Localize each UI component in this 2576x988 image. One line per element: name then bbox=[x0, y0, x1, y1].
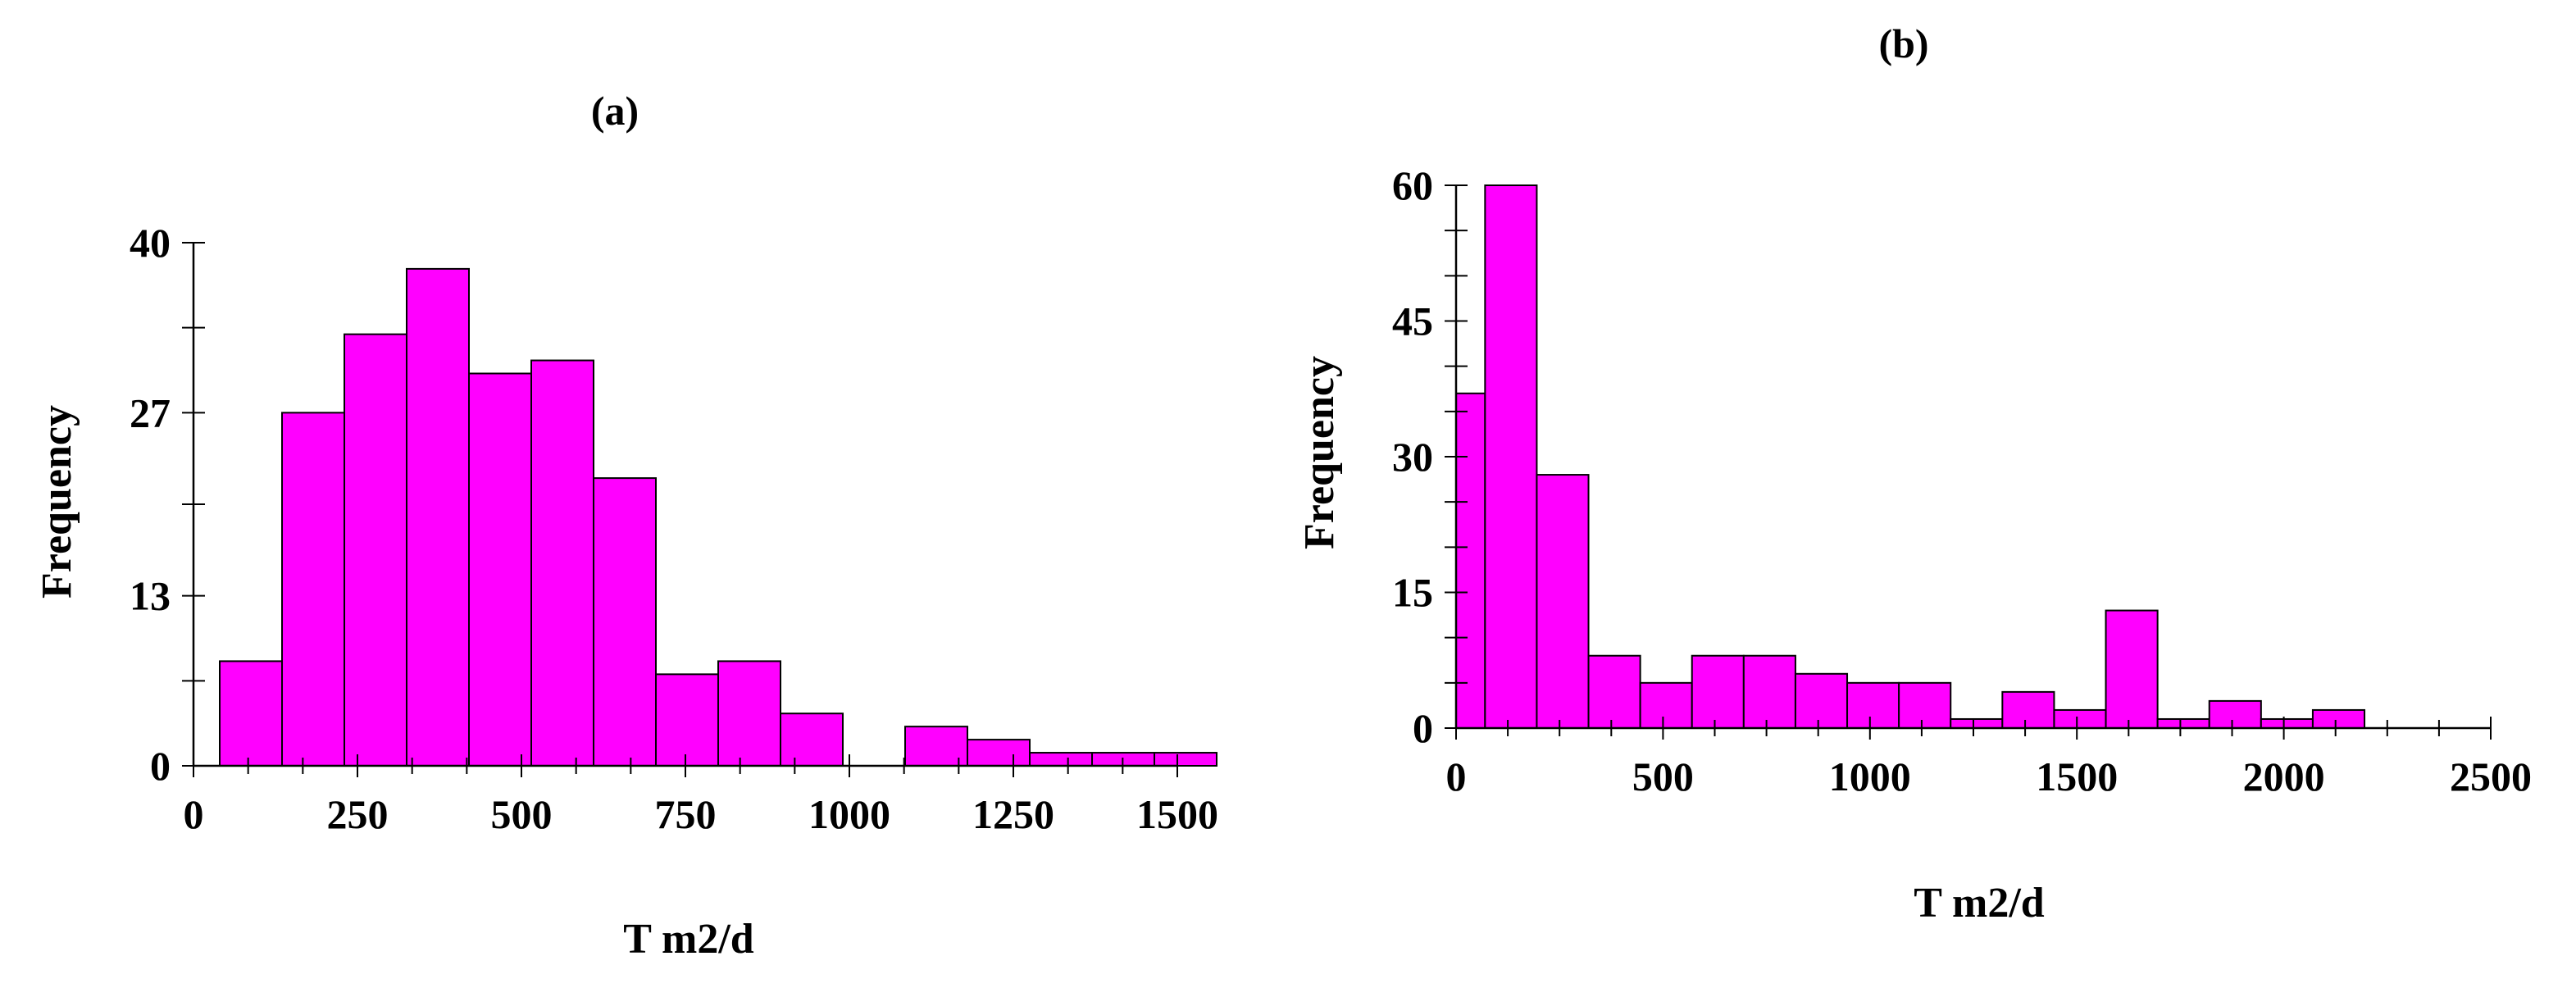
panel-a-title: (a) bbox=[591, 88, 639, 134]
panel-a-bar-4 bbox=[406, 267, 470, 767]
panel-a-y-tick-label-1: 0 bbox=[150, 743, 171, 789]
panel-a-bar-9 bbox=[717, 660, 781, 767]
panel-b-bar-13 bbox=[2053, 708, 2107, 730]
panel-b-bar-8 bbox=[1794, 672, 1849, 729]
panel-b-y-tick-label-3: 30 bbox=[1392, 434, 1433, 480]
panel-b-x-tick-label-6: 2500 bbox=[2450, 754, 2532, 799]
panel-a-bar-13 bbox=[967, 739, 1031, 767]
panel-b-bar-10 bbox=[1898, 681, 1952, 729]
panel-b-y-tick-label-4: 45 bbox=[1392, 298, 1433, 344]
panel-b-bar-1 bbox=[1455, 392, 1486, 729]
panel-b-x-tick-label-4: 1500 bbox=[2036, 754, 2118, 799]
panel-a-bar-8 bbox=[655, 673, 719, 767]
panel-a-bar-1 bbox=[219, 660, 283, 767]
panel-b-bar-11 bbox=[1950, 717, 2004, 730]
panel-b-bar-7 bbox=[1742, 654, 1796, 730]
panel-b-bar-15 bbox=[2156, 717, 2210, 730]
panel-b-bar-4 bbox=[1587, 654, 1641, 730]
panel-a-bar-6 bbox=[530, 359, 594, 767]
panel-a-bar-16 bbox=[1154, 752, 1217, 767]
panel-a-bars bbox=[219, 267, 1217, 767]
panel-b-bar-9 bbox=[1846, 681, 1900, 729]
panel-a-bar-10 bbox=[780, 713, 844, 767]
panel-b-y-tick-label-1: 0 bbox=[1413, 705, 1433, 751]
panel-a-y-tick-label-2: 13 bbox=[130, 573, 171, 619]
panel-b-y-tick-label-5: 60 bbox=[1392, 162, 1433, 208]
panel-a-y-tick-label-3: 27 bbox=[130, 389, 171, 435]
panel-a-x-axis-label: T m2/d bbox=[623, 916, 754, 963]
panel-a-bar-2 bbox=[281, 412, 345, 767]
panel-b-bar-12 bbox=[2001, 690, 2055, 729]
panel-b-x-tick-label-1: 0 bbox=[1446, 754, 1467, 799]
panel-a-x-tick-label-5: 1000 bbox=[808, 791, 890, 837]
panel-b-x-tick-label-5: 2000 bbox=[2243, 754, 2325, 799]
panel-a-bar-7 bbox=[593, 477, 657, 767]
panel-a-x-tick-label-3: 500 bbox=[491, 791, 553, 837]
panel-b-bar-14 bbox=[2105, 609, 2159, 729]
panel-b: (b) T m2/d Frequency 0 15 30 45 60 0 500 1000 15… bbox=[1296, 20, 2532, 927]
panel-b-y-axis-label: Frequency bbox=[1296, 356, 1343, 549]
panel-b-y-tick-label-2: 15 bbox=[1392, 570, 1433, 616]
panel-b-bar-16 bbox=[2208, 699, 2262, 730]
panel-b-x-tick-label-3: 1000 bbox=[1829, 754, 1911, 799]
panel-b-x-tick-label-2: 500 bbox=[1632, 754, 1694, 799]
panel-b-bar-2 bbox=[1484, 184, 1538, 729]
panel-a-x-tick-label-7: 1500 bbox=[1136, 791, 1218, 837]
panel-a-bar-5 bbox=[468, 372, 532, 767]
panel-b-title: (b) bbox=[1878, 20, 1928, 66]
panel-b-bar-6 bbox=[1691, 654, 1745, 730]
panel-a-x-tick-label-4: 750 bbox=[655, 791, 717, 837]
panel-a-x-tick-label-6: 1250 bbox=[972, 791, 1054, 837]
panel-b-bars bbox=[1455, 184, 2366, 730]
panel-a-y-tick-label-4: 40 bbox=[130, 220, 171, 266]
panel-a-axes: 0 13 27 40 0 250 500 750 1000 1250 1500 bbox=[130, 220, 1218, 837]
panel-a-bar-12 bbox=[904, 726, 968, 767]
panel-b-bar-5 bbox=[1639, 681, 1693, 729]
panel-b-bar-3 bbox=[1536, 474, 1590, 729]
panel-b-bar-18 bbox=[2311, 708, 2366, 730]
panel-b-x-axis-label: T m2/d bbox=[1914, 880, 2045, 927]
panel-a-bar-14 bbox=[1029, 752, 1093, 767]
panel-a-x-tick-label-1: 0 bbox=[184, 791, 204, 837]
panel-a-x-tick-label-2: 250 bbox=[327, 791, 389, 837]
panel-a: (a) T m2/d Frequency 0 13 27 40 0 250 500 750 10… bbox=[34, 88, 1218, 963]
panel-b-bar-17 bbox=[2260, 717, 2314, 730]
panel-a-y-axis-label: Frequency bbox=[34, 405, 80, 599]
panel-a-bar-3 bbox=[344, 333, 407, 767]
panel-b-axes: 0 15 30 45 60 0 500 1000 1500 2000 2500 bbox=[1392, 162, 2532, 799]
